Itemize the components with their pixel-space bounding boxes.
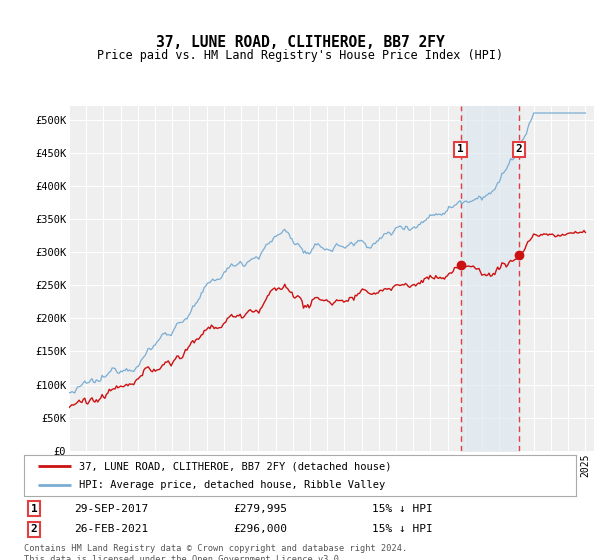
Text: 1: 1	[31, 504, 37, 514]
Text: 15% ↓ HPI: 15% ↓ HPI	[372, 524, 433, 534]
Text: £279,995: £279,995	[234, 504, 288, 514]
Text: Contains HM Land Registry data © Crown copyright and database right 2024.
This d: Contains HM Land Registry data © Crown c…	[24, 544, 407, 560]
Text: 29-SEP-2017: 29-SEP-2017	[74, 504, 148, 514]
Text: 2: 2	[516, 144, 523, 155]
Text: £296,000: £296,000	[234, 524, 288, 534]
Text: Price paid vs. HM Land Registry's House Price Index (HPI): Price paid vs. HM Land Registry's House …	[97, 49, 503, 63]
Text: 37, LUNE ROAD, CLITHEROE, BB7 2FY (detached house): 37, LUNE ROAD, CLITHEROE, BB7 2FY (detac…	[79, 461, 392, 471]
Text: 2: 2	[31, 524, 37, 534]
Text: HPI: Average price, detached house, Ribble Valley: HPI: Average price, detached house, Ribb…	[79, 480, 385, 489]
Text: 26-FEB-2021: 26-FEB-2021	[74, 524, 148, 534]
Text: 15% ↓ HPI: 15% ↓ HPI	[372, 504, 433, 514]
Text: 1: 1	[457, 144, 464, 155]
Text: 37, LUNE ROAD, CLITHEROE, BB7 2FY: 37, LUNE ROAD, CLITHEROE, BB7 2FY	[155, 35, 445, 50]
